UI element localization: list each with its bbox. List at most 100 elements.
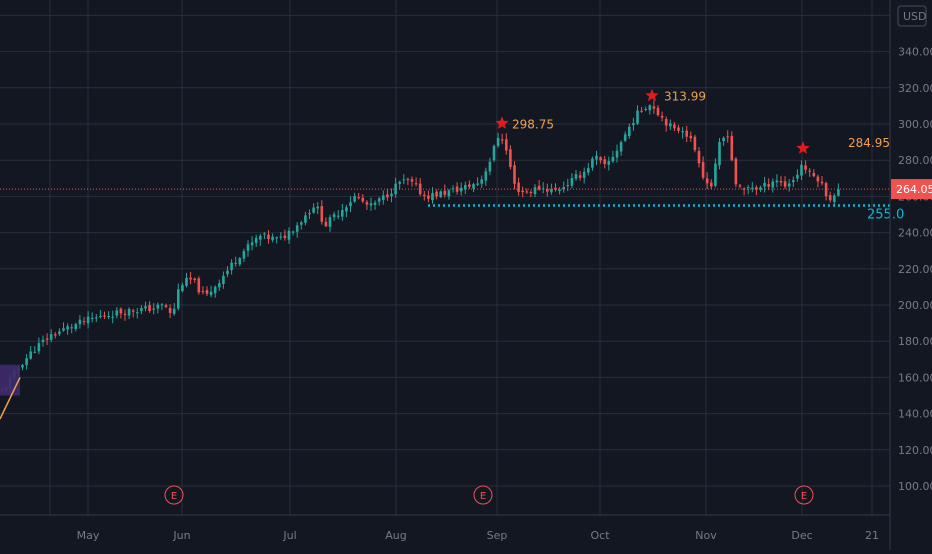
candle-body [574, 174, 578, 179]
candle-body [328, 217, 332, 227]
candle-body [808, 170, 811, 172]
candle-body [41, 339, 45, 343]
candle-body [505, 139, 508, 151]
candle-body [148, 304, 151, 312]
candle-body [74, 324, 78, 329]
candle-body [673, 124, 676, 129]
candle-body [345, 207, 348, 212]
candle-body [136, 312, 139, 314]
candle-body [439, 191, 442, 198]
candle-body [525, 191, 529, 193]
candle-body [480, 179, 483, 184]
candle-body [218, 283, 221, 288]
candle-body [160, 304, 164, 306]
candle-body [632, 122, 635, 126]
candle-body [119, 308, 123, 314]
candle-body [21, 365, 24, 368]
candle-body [607, 161, 611, 165]
candle-body [304, 215, 307, 223]
candle-body [156, 304, 160, 309]
x-tick-label: Dec [791, 529, 812, 542]
candle-body [804, 165, 807, 170]
candle-body [599, 157, 602, 161]
candle-body [476, 183, 479, 185]
earnings-marker[interactable] [473, 485, 493, 505]
candle-body [111, 316, 114, 318]
candle-body [95, 317, 98, 319]
candle-body [636, 110, 639, 124]
candle-body [550, 189, 553, 193]
candle-body [222, 275, 225, 284]
candle-body [45, 338, 49, 340]
y-tick-label: 120.00 [898, 444, 932, 457]
y-axis[interactable]: 100.00 120.00 140.00 160.00 180.00 200.00 220.… [889, 0, 932, 550]
candle-body [287, 230, 291, 240]
candle-body [414, 183, 418, 185]
annotation-star [645, 88, 659, 102]
y-tick-label: 180.00 [898, 335, 932, 348]
candle-body [353, 195, 356, 202]
candle-body [492, 145, 496, 161]
y-tick-label: 240.00 [898, 227, 932, 240]
candle-body [726, 136, 729, 138]
candle-body [792, 180, 795, 183]
x-tick-label: May [77, 529, 100, 542]
candle-body [168, 308, 172, 313]
current-price-label: 264.05 [896, 183, 932, 196]
candle-body [652, 106, 656, 109]
candle-body [640, 110, 643, 112]
candle-body [131, 310, 135, 312]
candle-body [701, 162, 705, 178]
candle-body [177, 289, 180, 309]
candle-body [582, 171, 586, 178]
candle-body [394, 183, 397, 195]
earnings-marker[interactable] [164, 485, 184, 505]
candle-body [464, 185, 467, 190]
currency-badge[interactable] [897, 5, 927, 27]
candle-body [697, 151, 701, 164]
candle-body [54, 334, 57, 336]
candle-body [49, 334, 53, 340]
candle-body [500, 139, 504, 141]
candle-body [115, 310, 119, 316]
candle-body [140, 308, 143, 312]
y-tick-label: 160.00 [898, 371, 932, 384]
candle-body [62, 328, 65, 331]
earnings-marker-label: E [801, 491, 807, 502]
y-tick-label: 300.00 [898, 118, 932, 131]
candle-body [402, 179, 406, 181]
candle-body [751, 187, 754, 189]
candle-body [86, 316, 90, 324]
candle-body [787, 183, 791, 187]
candle-body [615, 150, 619, 158]
candle-body [242, 251, 246, 259]
candle-body [209, 291, 213, 296]
earnings-marker-label: E [171, 491, 177, 502]
candle-body [648, 105, 652, 111]
candle-body [689, 135, 693, 139]
candle-body [275, 237, 278, 239]
candle-body [226, 270, 229, 275]
earnings-marker[interactable] [794, 485, 814, 505]
candle-body [562, 187, 565, 190]
candle-body [443, 190, 447, 195]
candle-body [570, 178, 574, 186]
candle-body [279, 236, 283, 238]
candle-body [824, 183, 828, 197]
y-tick-label: 220.00 [898, 263, 932, 276]
current-price-tag [891, 179, 932, 200]
candle-body [390, 193, 393, 197]
candle-body [259, 235, 262, 240]
candle-body [361, 197, 365, 202]
candle-body [185, 277, 188, 286]
candle-body [127, 308, 131, 316]
candle-body [591, 158, 594, 168]
candle-body [377, 198, 381, 202]
x-axis[interactable]: May Jun Jul Aug Sep Oct Nov Dec 21 [0, 514, 890, 542]
candle-body [714, 163, 717, 186]
x-tick-label: Aug [385, 529, 406, 542]
candle-body [755, 187, 758, 190]
candle-body [828, 195, 832, 201]
candle-body [558, 189, 561, 191]
